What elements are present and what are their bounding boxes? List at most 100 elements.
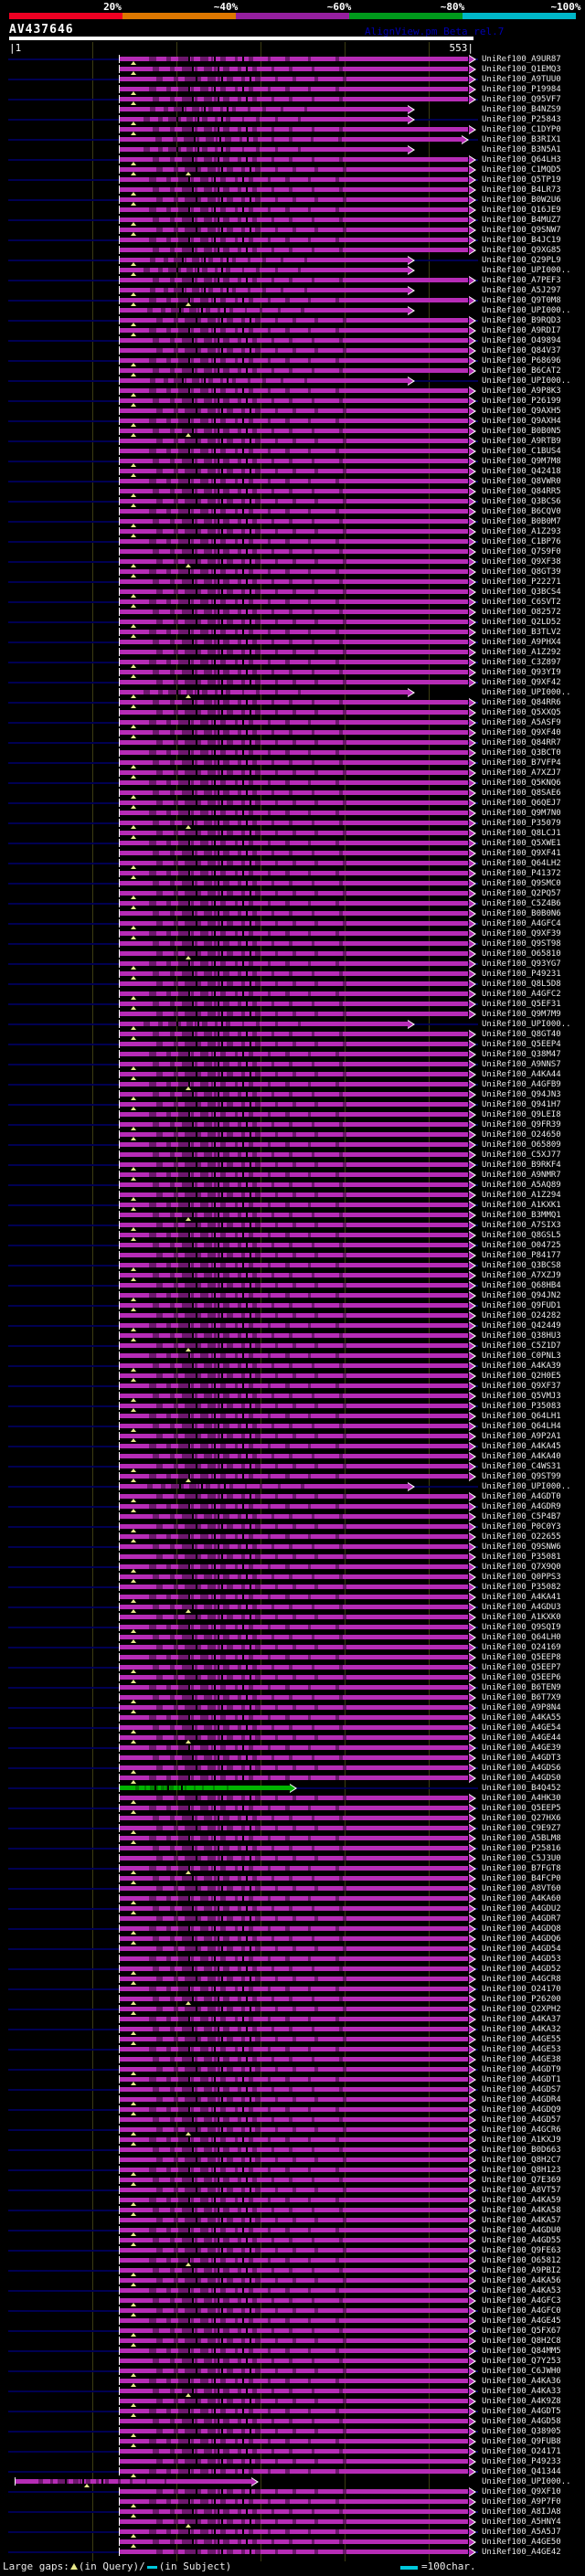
hit-label[interactable]: UniRef100_Q42449 xyxy=(482,1321,561,1330)
alignment-bar[interactable] xyxy=(119,1142,469,1147)
alignment-bar[interactable] xyxy=(119,1615,469,1619)
hit-label[interactable]: UniRef100_C5J3U0 xyxy=(482,1854,561,1863)
alignment-bar[interactable] xyxy=(119,1313,469,1318)
alignment-bar[interactable] xyxy=(119,780,469,785)
alignment-bar[interactable] xyxy=(119,228,469,232)
hit-label[interactable]: UniRef100_A4GDS6 xyxy=(482,1764,561,1773)
hit-label[interactable]: UniRef100_Q5EEP4 xyxy=(482,1040,561,1049)
hit-label[interactable]: UniRef100_A4GFC2 xyxy=(482,990,561,999)
alignment-bar[interactable] xyxy=(119,811,469,815)
hit-label[interactable]: UniRef100_Q5EEP7 xyxy=(482,1663,561,1672)
alignment-bar[interactable] xyxy=(119,2037,469,2041)
alignment-bar[interactable] xyxy=(119,2208,469,2212)
hit-label[interactable]: UniRef100_A9P8K3 xyxy=(482,387,561,396)
alignment-bar[interactable] xyxy=(119,1826,469,1830)
hit-label[interactable]: UniRef100_A1KXJ9 xyxy=(482,2136,561,2145)
hit-label[interactable]: UniRef100_A4GE55 xyxy=(482,2035,561,2044)
alignment-bar[interactable] xyxy=(119,1112,469,1117)
alignment-bar[interactable] xyxy=(119,740,469,745)
hit-label[interactable]: UniRef100_Q64LH0 xyxy=(482,1633,561,1642)
alignment-bar[interactable] xyxy=(119,238,469,242)
alignment-bar[interactable] xyxy=(119,1052,469,1056)
hit-label[interactable]: UniRef100_P26200 xyxy=(482,1995,561,2004)
alignment-bar[interactable] xyxy=(119,57,469,61)
alignment-bar[interactable] xyxy=(119,790,469,795)
hit-label[interactable]: UniRef100_A4GDR9 xyxy=(482,1502,561,1511)
hit-label[interactable]: UniRef100_A4GFB9 xyxy=(482,1080,561,1089)
hit-label[interactable]: UniRef100_A4GDS0 xyxy=(482,1774,561,1783)
alignment-bar[interactable] xyxy=(119,941,469,946)
hit-label[interactable]: UniRef100_Q5EEP6 xyxy=(482,1673,561,1682)
hit-label[interactable]: UniRef100_A4GDU2 xyxy=(482,1904,561,1913)
hit-label[interactable]: UniRef100_A5ASF9 xyxy=(482,718,561,727)
alignment-bar[interactable] xyxy=(119,177,469,182)
hit-label[interactable]: UniRef100_O24282 xyxy=(482,1311,561,1320)
alignment-bar[interactable] xyxy=(119,1504,469,1509)
alignment-bar[interactable] xyxy=(119,328,469,333)
alignment-bar[interactable] xyxy=(119,167,469,172)
alignment-bar[interactable] xyxy=(119,358,469,363)
alignment-bar[interactable] xyxy=(119,1977,469,1981)
alignment-bar[interactable] xyxy=(119,1956,469,1961)
hit-label[interactable]: UniRef100_P26199 xyxy=(482,397,561,406)
alignment-bar[interactable] xyxy=(119,408,469,413)
hit-label[interactable]: UniRef100_Q9T0M8 xyxy=(482,296,561,305)
hit-label[interactable]: UniRef100_A9TUU0 xyxy=(482,75,561,84)
alignment-bar[interactable] xyxy=(119,1876,469,1881)
hit-label[interactable]: UniRef100_Q5EEP5 xyxy=(482,1804,561,1813)
hit-label[interactable]: UniRef100_O24170 xyxy=(482,1985,561,1994)
alignment-bar[interactable] xyxy=(119,710,469,715)
alignment-bar[interactable] xyxy=(119,1193,469,1197)
hit-label[interactable]: UniRef100_A4KA59 xyxy=(482,2196,561,2205)
hit-label[interactable]: UniRef100_A4GCR8 xyxy=(482,1975,561,1984)
hit-label[interactable]: UniRef100_B3RIX1 xyxy=(482,135,561,144)
alignment-bar[interactable] xyxy=(119,1102,469,1107)
hit-label[interactable]: UniRef100_P41372 xyxy=(482,869,561,878)
alignment-bar[interactable] xyxy=(119,871,469,875)
hit-label[interactable]: UniRef100_A1Z294 xyxy=(482,1191,561,1200)
alignment-bar[interactable] xyxy=(119,1544,469,1549)
hit-label[interactable]: UniRef100_B4Q452 xyxy=(482,1784,561,1793)
alignment-bar[interactable] xyxy=(119,951,469,956)
alignment-bar[interactable] xyxy=(119,2097,469,2102)
alignment-bar[interactable] xyxy=(119,2168,469,2172)
alignment-bar[interactable] xyxy=(119,499,469,504)
hit-label[interactable]: UniRef100_C1BP76 xyxy=(482,537,561,546)
alignment-bar[interactable] xyxy=(119,1343,469,1348)
alignment-bar[interactable] xyxy=(119,1926,469,1931)
hit-label[interactable]: UniRef100_Q3BCT0 xyxy=(482,748,561,758)
alignment-bar[interactable] xyxy=(119,1333,469,1338)
hit-label[interactable]: UniRef100_O24650 xyxy=(482,1130,561,1140)
alignment-bar[interactable] xyxy=(119,1936,469,1941)
alignment-bar[interactable] xyxy=(119,1705,469,1710)
alignment-bar[interactable] xyxy=(119,419,469,423)
hit-label[interactable]: UniRef100_A4GDS7 xyxy=(482,2085,561,2094)
alignment-bar[interactable] xyxy=(119,1484,409,1489)
alignment-bar[interactable] xyxy=(119,268,409,272)
hit-label[interactable]: UniRef100_Q2PQ57 xyxy=(482,889,561,898)
hit-label[interactable]: UniRef100_Q9XF39 xyxy=(482,929,561,938)
hit-label[interactable]: UniRef100_A1KXK1 xyxy=(482,1201,561,1210)
hit-label[interactable]: UniRef100_B3MMQ1 xyxy=(482,1211,561,1220)
alignment-bar[interactable] xyxy=(119,187,469,192)
alignment-bar[interactable] xyxy=(119,1665,469,1670)
hit-label[interactable]: UniRef100_Q8VWR0 xyxy=(482,477,561,486)
alignment-bar[interactable] xyxy=(119,1514,469,1519)
hit-label[interactable]: UniRef100_B3TLV2 xyxy=(482,628,561,637)
alignment-bar[interactable] xyxy=(119,1263,469,1267)
alignment-bar[interactable] xyxy=(119,77,469,81)
hit-label[interactable]: UniRef100_Q93YI9 xyxy=(482,668,561,677)
alignment-bar[interactable] xyxy=(119,1454,469,1458)
hit-label[interactable]: UniRef100_Q95VF7 xyxy=(482,95,561,104)
alignment-bar[interactable] xyxy=(119,1765,469,1770)
hit-label[interactable]: UniRef100_A4GE54 xyxy=(482,1723,561,1733)
hit-label[interactable]: UniRef100_Q9SMC0 xyxy=(482,879,561,888)
alignment-bar[interactable] xyxy=(119,489,469,493)
alignment-bar[interactable] xyxy=(119,1896,469,1901)
hit-label[interactable]: UniRef100_Q64LH3 xyxy=(482,155,561,164)
hit-label[interactable]: UniRef100_Q68HB4 xyxy=(482,1281,561,1290)
alignment-bar[interactable] xyxy=(119,640,469,644)
alignment-bar[interactable] xyxy=(119,921,469,926)
hit-label[interactable]: UniRef100_A4GDU3 xyxy=(482,1603,561,1612)
hit-label[interactable]: UniRef100_Q5TP19 xyxy=(482,175,561,185)
